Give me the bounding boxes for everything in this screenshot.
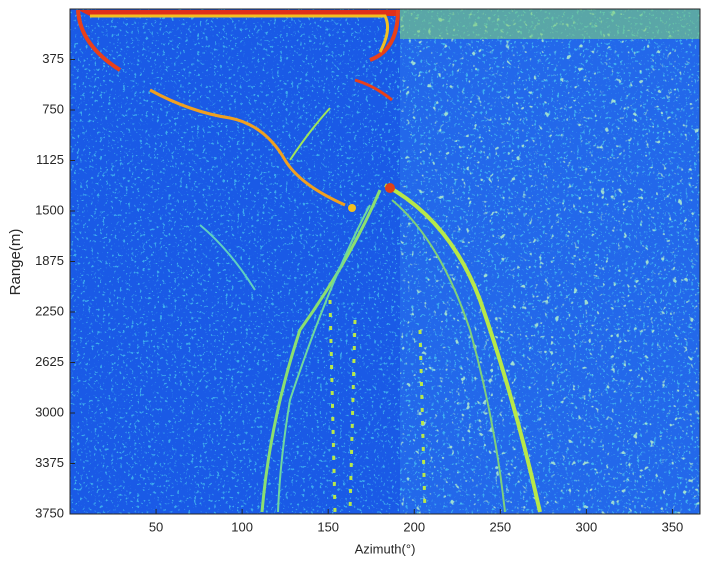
heatmap-image bbox=[70, 9, 700, 514]
page: Azimuth(°) Range(m) 50 100 150 200 250 300 350… bbox=[0, 0, 701, 563]
y-tick-label: 3000 bbox=[35, 404, 64, 419]
x-tick-label: 150 bbox=[317, 519, 339, 534]
x-tick-label: 300 bbox=[576, 519, 598, 534]
y-tick-label: 375 bbox=[42, 51, 64, 66]
x-tick-label: 250 bbox=[489, 519, 511, 534]
y-tick-label: 1125 bbox=[36, 152, 64, 167]
x-axis-label: Azimuth(°) bbox=[355, 541, 416, 556]
x-tick-label: 50 bbox=[149, 519, 163, 534]
y-tick-label: 2625 bbox=[35, 354, 64, 369]
y-tick-label: 750 bbox=[42, 101, 64, 116]
y-tick-label: 3375 bbox=[35, 455, 64, 470]
chart: Azimuth(°) Range(m) 50 100 150 200 250 300 350… bbox=[0, 0, 701, 563]
x-tick-label: 100 bbox=[231, 519, 253, 534]
x-tick-label: 200 bbox=[403, 519, 425, 534]
y-tick-label: 2250 bbox=[35, 303, 64, 318]
y-tick-label: 1875 bbox=[35, 253, 64, 268]
y-tick-label: 3750 bbox=[35, 505, 64, 520]
x-tick-label: 350 bbox=[662, 519, 684, 534]
y-axis-label: Range(m) bbox=[7, 229, 24, 296]
y-tick-label: 1500 bbox=[35, 202, 64, 217]
